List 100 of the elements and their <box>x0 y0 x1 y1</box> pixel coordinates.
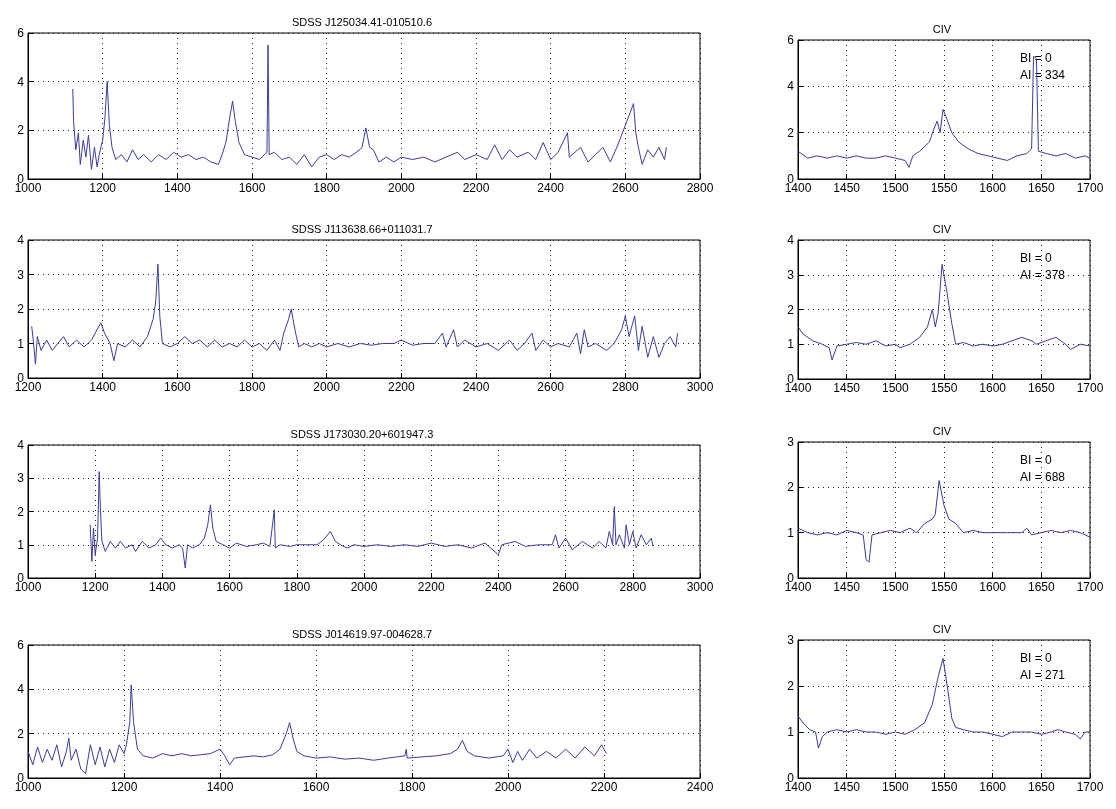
chart-title: SDSS J113638.66+011031.7 <box>291 222 433 235</box>
chart-title: CIV <box>932 424 952 437</box>
annotation: AI = 271 <box>1020 668 1066 682</box>
x-tick-label: 1600 <box>302 780 330 794</box>
y-tick-label: 4 <box>787 79 795 94</box>
annotation: BI = 0 <box>1020 651 1053 665</box>
y-tick-label: 1 <box>787 525 795 540</box>
x-tick-label: 1500 <box>881 181 909 195</box>
x-tick-label: 1550 <box>930 181 958 195</box>
line-series <box>797 55 1091 168</box>
x-tick-label: 2400 <box>537 181 565 195</box>
x-tick-label: 1500 <box>881 580 909 594</box>
chart-title: SDSS J173030.20+601947.3 <box>290 427 434 440</box>
y-tick-label: 6 <box>787 33 795 47</box>
x-tick-label: 2200 <box>590 780 618 794</box>
y-tick-label: 4 <box>17 74 25 89</box>
y-tick-label: 6 <box>17 638 25 652</box>
chart-title: CIV <box>932 222 952 235</box>
x-tick-label: 1650 <box>1027 381 1055 395</box>
y-tick-label: 2 <box>17 504 25 519</box>
x-tick-label: 2800 <box>611 380 639 394</box>
x-tick-label: 1400 <box>149 580 177 594</box>
annotation: BI = 0 <box>1020 453 1053 467</box>
x-tick-label: 2600 <box>611 181 639 195</box>
x-tick-label: 1700 <box>1076 580 1104 594</box>
line-series <box>797 480 1091 563</box>
x-tick-label: 1800 <box>313 181 341 195</box>
y-tick-label: 3 <box>787 435 795 449</box>
x-tick-label: 2000 <box>350 580 378 594</box>
y-tick-label: 2 <box>17 123 25 138</box>
y-tick-label: 2 <box>787 125 795 140</box>
x-tick-label: 1600 <box>979 580 1007 594</box>
x-tick-label: 2200 <box>462 181 490 195</box>
y-tick-label: 4 <box>17 233 25 247</box>
x-tick-label: 1600 <box>163 380 191 394</box>
x-tick-label: 2600 <box>537 380 565 394</box>
y-tick-label: 2 <box>787 480 795 495</box>
annotation: AI = 688 <box>1020 470 1066 484</box>
annotation: AI = 334 <box>1020 68 1066 82</box>
x-tick-label: 1200 <box>89 181 117 195</box>
y-tick-label: 1 <box>17 537 25 552</box>
x-tick-label: 2600 <box>552 580 580 594</box>
chart-title: CIV <box>932 22 952 35</box>
x-tick-label: 1800 <box>398 780 426 794</box>
chart-title: SDSS J125034.41-010510.6 <box>291 15 433 28</box>
x-tick-label: 1500 <box>881 780 909 794</box>
x-tick-label: 3000 <box>686 380 714 394</box>
chart-title: SDSS J014619.97-004628.7 <box>291 627 433 640</box>
x-tick-label: 1550 <box>930 381 958 395</box>
x-tick-label: 1450 <box>833 780 861 794</box>
x-tick-label: 2000 <box>494 780 522 794</box>
y-tick-label: 1 <box>787 337 795 352</box>
x-tick-label: 1600 <box>979 780 1007 794</box>
x-tick-label: 1200 <box>110 780 138 794</box>
x-tick-label: 1450 <box>833 580 861 594</box>
annotation: BI = 0 <box>1020 51 1053 65</box>
x-tick-label: 3000 <box>686 580 714 594</box>
y-tick-label: 3 <box>17 471 25 486</box>
y-tick-label: 2 <box>17 726 25 741</box>
x-tick-label: 1800 <box>283 580 311 594</box>
x-tick-label: 2400 <box>485 580 513 594</box>
x-tick-label: 1400 <box>163 181 191 195</box>
x-tick-label: 2200 <box>417 580 445 594</box>
line-series <box>27 684 607 775</box>
x-tick-label: 1650 <box>1027 580 1055 594</box>
x-tick-label: 1450 <box>833 181 861 195</box>
x-tick-label: 1600 <box>979 381 1007 395</box>
line-series <box>89 471 654 569</box>
x-tick-label: 2400 <box>686 780 714 794</box>
x-tick-label: 2000 <box>387 181 415 195</box>
y-tick-label: 2 <box>787 679 795 693</box>
annotation: AI = 378 <box>1020 268 1066 282</box>
annotation: BI = 0 <box>1020 251 1053 265</box>
x-tick-label: 1700 <box>1076 181 1104 195</box>
x-tick-label: 1700 <box>1076 780 1104 794</box>
x-tick-label: 1800 <box>238 380 266 394</box>
line-series <box>72 44 667 170</box>
y-tick-label: 1 <box>17 336 25 351</box>
x-tick-label: 2800 <box>619 580 647 594</box>
x-tick-label: 1550 <box>930 780 958 794</box>
y-tick-label: 4 <box>17 682 25 697</box>
y-tick-label: 6 <box>17 26 25 40</box>
chart-title: CIV <box>932 622 952 635</box>
y-tick-label: 1 <box>787 725 795 739</box>
y-tick-label: 2 <box>17 302 25 316</box>
x-tick-label: 1650 <box>1027 780 1055 794</box>
x-tick-label: 1600 <box>979 181 1007 195</box>
y-tick-label: 2 <box>787 302 795 317</box>
y-tick-label: 3 <box>17 267 25 282</box>
x-tick-label: 1650 <box>1027 181 1055 195</box>
x-tick-label: 1550 <box>930 580 958 594</box>
x-tick-label: 1700 <box>1076 381 1104 395</box>
y-tick-label: 3 <box>787 267 795 282</box>
y-tick-label: 4 <box>17 438 25 452</box>
y-tick-label: 4 <box>787 233 795 247</box>
x-tick-label: 1600 <box>216 580 244 594</box>
y-tick-label: 3 <box>787 633 795 647</box>
x-tick-label: 1500 <box>881 381 909 395</box>
x-tick-label: 1600 <box>238 181 266 195</box>
x-tick-label: 2000 <box>313 380 341 394</box>
